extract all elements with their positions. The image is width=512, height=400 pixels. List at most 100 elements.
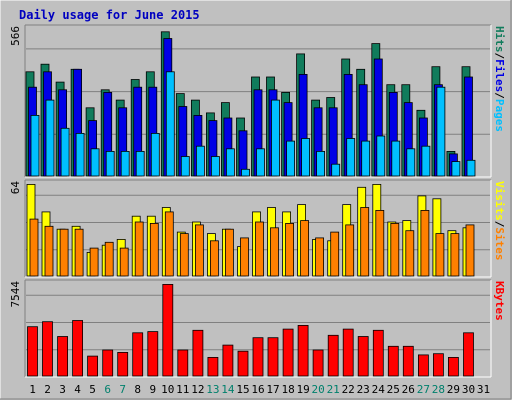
bar-pages-day-11 bbox=[180, 156, 190, 177]
y-max-label: 7544 bbox=[9, 281, 22, 308]
side-label-sites: Sites bbox=[493, 227, 506, 260]
bar-sites-day-16 bbox=[255, 221, 264, 277]
bar-pages-day-15 bbox=[241, 168, 250, 177]
bar-pages-day-2 bbox=[45, 99, 55, 177]
chart-title: Daily usage for June 2015 bbox=[19, 8, 200, 22]
bar-pages-day-23 bbox=[361, 140, 371, 177]
bar-sites-day-15 bbox=[240, 237, 249, 277]
bar-kbytes-day-21 bbox=[327, 334, 339, 377]
x-tick-day-19: 19 bbox=[296, 383, 309, 396]
bar-sites-day-6 bbox=[104, 241, 114, 277]
bar-pages-day-3 bbox=[60, 127, 70, 177]
bar-kbytes-day-8 bbox=[132, 332, 144, 377]
bar-sites-day-2 bbox=[44, 225, 54, 277]
bar-sites-day-12 bbox=[194, 224, 204, 277]
bar-pages-day-19 bbox=[301, 138, 311, 177]
y-max-label: 566 bbox=[9, 26, 22, 46]
bar-sites-day-27 bbox=[420, 209, 430, 277]
x-tick-day-15: 15 bbox=[236, 383, 249, 396]
bar-kbytes-day-24 bbox=[372, 329, 384, 377]
bar-sites-day-1 bbox=[29, 218, 39, 277]
bar-sites-day-25 bbox=[390, 222, 400, 277]
bar-pages-day-6 bbox=[105, 150, 115, 177]
bar-kbytes-day-1 bbox=[27, 326, 38, 377]
side-label: Hits/Files/Pages bbox=[493, 26, 506, 132]
bar-pages-day-18 bbox=[286, 140, 296, 177]
bar-kbytes-day-13 bbox=[207, 356, 219, 377]
side-label-sep: / bbox=[493, 92, 506, 99]
x-tick-day-16: 16 bbox=[251, 383, 264, 396]
x-tick-day-31: 31 bbox=[477, 383, 490, 396]
bar-kbytes-day-18 bbox=[282, 328, 294, 377]
bar-pages-day-14 bbox=[225, 148, 235, 177]
side-label: KBytes bbox=[493, 281, 506, 321]
bar-kbytes-day-6 bbox=[102, 349, 114, 377]
side-label-sep: / bbox=[493, 53, 506, 60]
bar-sites-day-13 bbox=[209, 240, 219, 277]
x-tick-day-2: 2 bbox=[44, 383, 51, 396]
bar-pages-day-10 bbox=[165, 71, 175, 177]
x-axis-day-labels: 1 2 3 4 5 6 7 8 9 10 11 12 13 14 15 16 17 18 19 20 21 22 23 24 2… bbox=[29, 383, 490, 396]
bar-kbytes-day-28 bbox=[432, 353, 444, 377]
x-tick-day-11: 11 bbox=[176, 383, 189, 396]
bar-kbytes-day-26 bbox=[402, 345, 414, 377]
x-tick-day-12: 12 bbox=[191, 383, 204, 396]
bar-kbytes-day-7 bbox=[117, 351, 129, 377]
bar-pages-day-20 bbox=[316, 150, 326, 177]
bar-sites-day-9 bbox=[149, 222, 159, 277]
bar-pages-day-8 bbox=[135, 150, 145, 177]
bar-kbytes-day-30 bbox=[463, 332, 474, 377]
y-max-label: 64 bbox=[9, 181, 22, 195]
bar-kbytes-day-12 bbox=[192, 329, 204, 377]
chart-panel-3: 7544 KBytes bbox=[9, 279, 506, 378]
bar-kbytes-day-19 bbox=[297, 324, 309, 377]
bar-sites-day-18 bbox=[285, 222, 295, 277]
bar-pages-day-22 bbox=[346, 138, 356, 177]
x-tick-day-14: 14 bbox=[221, 383, 235, 396]
side-label-files: Files bbox=[493, 59, 506, 92]
x-tick-day-28: 28 bbox=[432, 383, 445, 396]
x-tick-day-29: 29 bbox=[447, 383, 460, 396]
bar-pages-day-25 bbox=[391, 140, 401, 177]
bar-sites-day-11 bbox=[179, 233, 189, 277]
bar-sites-day-19 bbox=[300, 220, 310, 277]
bar-sites-day-22 bbox=[345, 224, 355, 277]
x-tick-day-26: 26 bbox=[402, 383, 415, 396]
x-tick-day-18: 18 bbox=[281, 383, 294, 396]
x-tick-day-25: 25 bbox=[387, 383, 400, 396]
bar-kbytes-day-15 bbox=[237, 350, 249, 377]
bar-pages-day-13 bbox=[210, 156, 220, 177]
chart-panel-1: 566 Hits/Files/Pages bbox=[9, 24, 506, 178]
x-tick-day-5: 5 bbox=[89, 383, 96, 396]
bar-kbytes-day-25 bbox=[387, 345, 399, 377]
bar-kbytes-day-14 bbox=[222, 344, 234, 377]
bar-sites-day-14 bbox=[224, 228, 234, 277]
x-tick-day-20: 20 bbox=[311, 383, 324, 396]
bar-kbytes-day-29 bbox=[447, 356, 459, 377]
bar-kbytes-day-9 bbox=[147, 331, 159, 377]
bar-kbytes-day-4 bbox=[72, 320, 83, 377]
bar-kbytes-day-22 bbox=[342, 328, 354, 377]
bar-sites-day-10 bbox=[164, 211, 174, 277]
bar-pages-day-9 bbox=[150, 132, 160, 177]
bar-pages-day-24 bbox=[376, 135, 386, 177]
bar-sites-day-20 bbox=[315, 237, 325, 277]
bar-sites-day-4 bbox=[74, 228, 84, 277]
x-tick-day-17: 17 bbox=[266, 383, 279, 396]
side-label-sep: / bbox=[493, 221, 506, 228]
x-tick-day-30: 30 bbox=[462, 383, 475, 396]
side-label-kbytes: KBytes bbox=[493, 281, 506, 321]
x-tick-day-7: 7 bbox=[119, 383, 126, 396]
x-tick-day-21: 21 bbox=[327, 383, 340, 396]
x-tick-day-3: 3 bbox=[59, 383, 66, 396]
bar-pages-day-27 bbox=[421, 145, 431, 177]
bar-pages-day-21 bbox=[331, 163, 341, 177]
bar-pages-day-1 bbox=[30, 115, 40, 177]
x-tick-day-24: 24 bbox=[372, 383, 386, 396]
bar-pages-day-30 bbox=[466, 159, 476, 177]
bar-sites-day-21 bbox=[330, 231, 340, 277]
bar-kbytes-day-10 bbox=[162, 283, 174, 377]
bar-sites-day-30 bbox=[465, 224, 475, 277]
bar-pages-day-29 bbox=[451, 161, 461, 177]
